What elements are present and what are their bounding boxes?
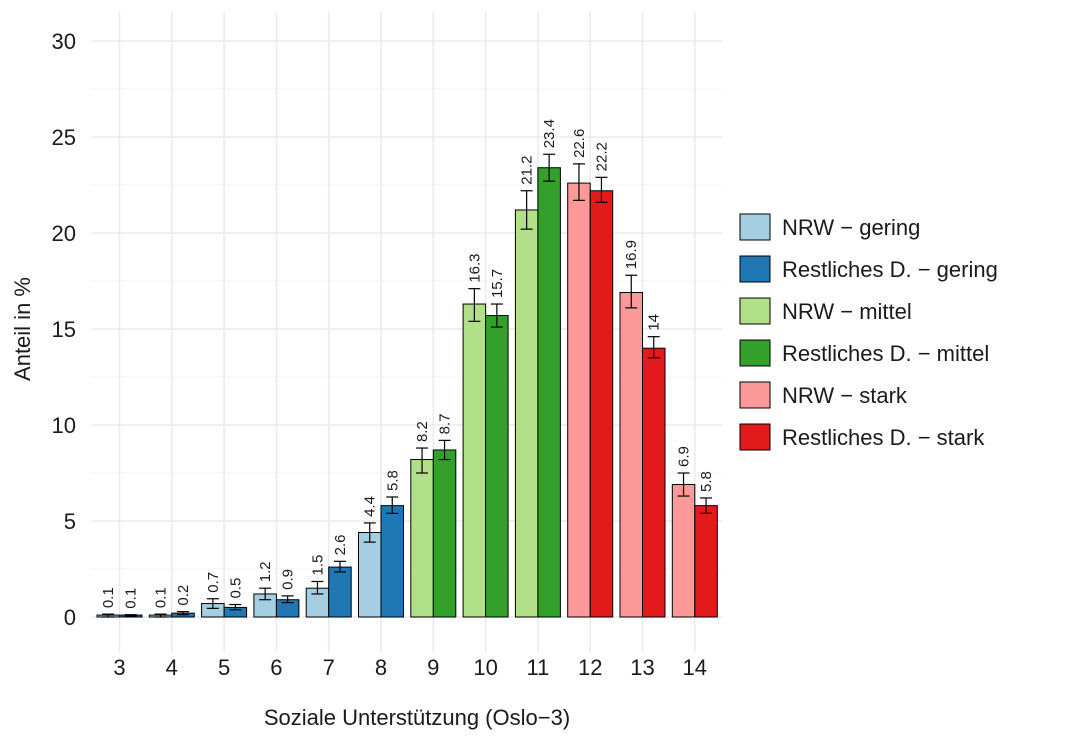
legend-label: Restliches D. − gering [782,257,998,282]
legend-swatch [739,423,771,451]
x-tick-label: 6 [270,655,282,680]
bar [462,303,487,618]
legend-swatch [739,255,771,283]
x-tick-label: 9 [427,655,439,680]
legend-label: NRW − gering [782,215,920,240]
x-axis-title: Soziale Unterstützung (Oslo−3) [264,705,570,730]
data-label: 0.7 [205,572,222,593]
y-tick-label: 20 [52,221,76,246]
data-label: 8.2 [414,421,431,442]
data-label: 0.1 [153,587,170,608]
data-label: 0.1 [100,587,117,608]
y-tick-label: 5 [64,509,76,534]
bar [432,449,457,618]
bar [410,459,434,618]
bars: 0.1 0.1 0.1 0.2 0.7 0.5 1.2 0.9 1.5 2.6 4.4 5.8 8.2 8… [96,119,718,618]
data-label: 5.8 [698,471,715,492]
legend-item: Restliches D. − gering [739,255,998,283]
data-label: 21.2 [519,156,536,185]
data-label: 1.5 [309,555,326,576]
data-label: 1.2 [257,561,274,582]
y-tick-label: 0 [64,605,76,630]
data-label: 0.5 [227,578,244,599]
bar [642,347,666,618]
bar [694,505,718,618]
bar [567,182,591,618]
data-label: 14 [646,314,663,331]
data-label: 5.8 [384,470,401,491]
bar [537,167,561,618]
legend-label: Restliches D. − mittel [782,341,989,366]
x-tick-label: 10 [473,655,497,680]
legend-label: Restliches D. − stark [782,425,985,450]
legend-item: NRW − gering [739,213,920,241]
legend-label: NRW − stark [782,383,908,408]
x-tick-label: 12 [578,655,602,680]
bar [380,505,404,618]
x-tick-label: 11 [526,655,549,680]
y-tick-label: 30 [52,29,76,54]
legend-item: Restliches D. − stark [739,423,985,451]
y-tick-label: 25 [52,125,76,150]
bar [671,484,696,618]
y-tick-label: 15 [52,317,76,342]
x-tick-label: 14 [683,655,707,680]
bar [589,190,614,618]
legend-swatch [739,339,771,367]
data-label: 16.3 [466,253,483,282]
legend-item: NRW − stark [739,381,908,409]
bar [328,566,352,618]
x-tick-label: 13 [630,655,654,680]
x-tick-label: 5 [218,655,230,680]
data-label: 22.2 [593,142,610,171]
x-tick-label: 3 [113,655,125,680]
data-label: 2.6 [332,534,349,555]
bar [619,292,643,618]
legend-swatch [739,381,771,409]
y-tick-label: 10 [52,413,76,438]
x-tick-label: 8 [375,655,387,680]
data-label: 15.7 [489,269,506,298]
data-label: 4.4 [362,496,379,517]
data-label: 0.2 [175,585,192,606]
y-axis-title: Anteil in % [10,277,35,381]
legend-item: NRW − mittel [739,297,912,325]
data-label: 6.9 [676,446,693,467]
legend-item: Restliches D. − mittel [739,339,989,367]
data-label: 8.7 [437,414,454,435]
bar [358,532,382,618]
legend-label: NRW − mittel [782,299,912,324]
x-axis-ticks: 3 4 5 6 7 8 9 10 11 12 13 14 [113,655,707,680]
legend: NRW − gering Restliches D. − gering NRW − … [739,213,998,451]
legend-swatch [739,213,771,241]
bar [485,315,509,618]
data-label: 0.9 [280,569,297,590]
y-axis-ticks: 0 5 10 15 20 25 30 [52,29,76,630]
legend-swatch [739,297,771,325]
data-label: 16.9 [623,240,640,269]
data-label: 23.4 [541,119,558,148]
data-label: 0.1 [123,588,140,609]
bar [514,209,539,618]
data-label: 22.6 [571,129,588,158]
x-tick-label: 7 [323,655,335,680]
x-tick-label: 4 [166,655,178,680]
